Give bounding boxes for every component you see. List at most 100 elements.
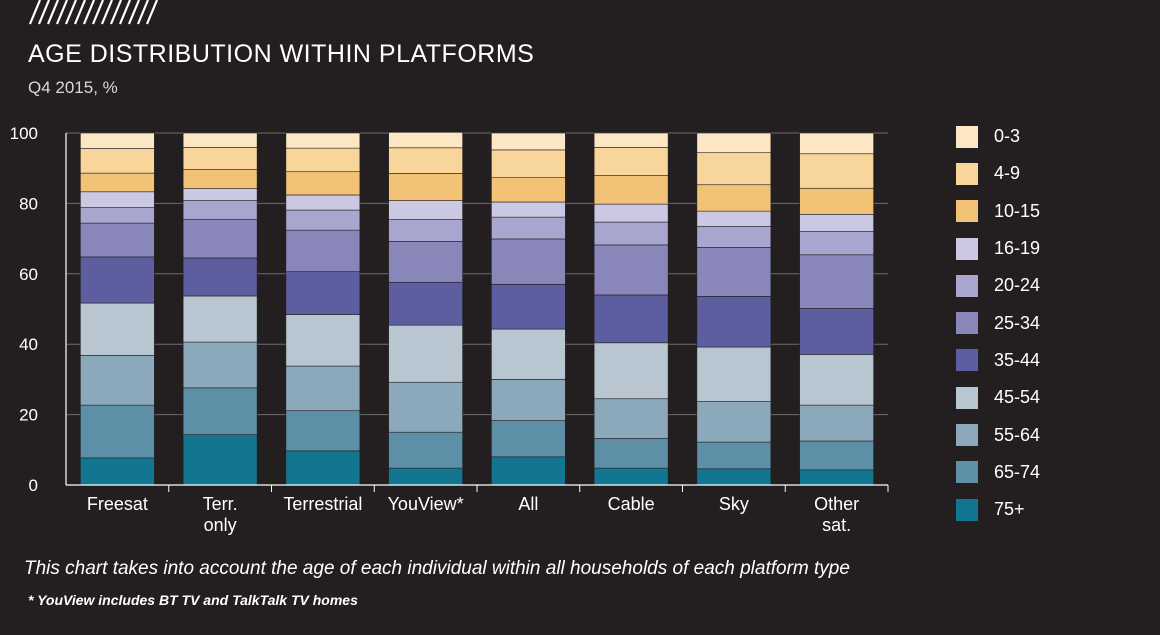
bar-segment xyxy=(491,132,566,151)
bar-segment xyxy=(80,355,155,406)
legend-swatch xyxy=(956,498,978,521)
y-tick-label: 80 xyxy=(19,194,38,213)
legend-item: 25-34 xyxy=(956,304,1040,341)
bar-segment xyxy=(388,324,463,383)
bar-segment xyxy=(285,171,361,196)
bar-segment xyxy=(285,147,361,173)
legend-label: 10-15 xyxy=(994,200,1041,221)
bar-segment xyxy=(388,131,463,149)
legend-swatch xyxy=(956,461,978,484)
bar-segment xyxy=(491,149,566,179)
bar-segment xyxy=(182,218,258,259)
bar-segment xyxy=(491,238,566,285)
bar-segment xyxy=(593,398,669,439)
bar-segment xyxy=(388,147,463,174)
bar-segment xyxy=(799,469,874,486)
bar-segment xyxy=(593,203,669,223)
x-tick-label: Other xyxy=(814,494,859,514)
bar-segment xyxy=(696,210,772,227)
bar-segment xyxy=(799,404,874,442)
bar-segment xyxy=(799,231,874,256)
bar-segment xyxy=(80,148,155,174)
legend-swatch xyxy=(956,237,978,260)
bar-segment xyxy=(80,256,155,304)
legend-swatch xyxy=(956,200,978,223)
legend-label: 35-44 xyxy=(994,349,1041,370)
y-tick-label: 0 xyxy=(29,476,38,495)
bar-segment xyxy=(182,132,258,148)
bar-segment xyxy=(593,294,669,344)
bar-segment xyxy=(182,169,258,189)
legend-item: 20-24 xyxy=(956,267,1040,304)
legend-item: 65-74 xyxy=(956,454,1040,491)
x-tick-label: Terr. xyxy=(203,494,238,514)
bar-segment xyxy=(593,438,669,469)
bar-segment xyxy=(491,379,566,421)
bar-segment xyxy=(491,201,566,218)
bar-segment xyxy=(491,177,566,203)
legend-item: 75+ xyxy=(956,491,1040,528)
x-tick-label: sat. xyxy=(822,515,851,535)
bar-segment xyxy=(182,147,258,170)
x-tick-label: only xyxy=(204,515,237,535)
x-tick-label: YouView* xyxy=(388,494,464,514)
bar-segment xyxy=(696,468,772,486)
bar-segment xyxy=(182,295,258,343)
bar-segment xyxy=(696,132,772,154)
bar-segment xyxy=(799,307,874,355)
chart-footnote: * YouView includes BT TV and TalkTalk TV… xyxy=(28,592,358,608)
bar-segment xyxy=(80,132,155,149)
bar-segment xyxy=(799,440,874,471)
legend-label: 65-74 xyxy=(994,461,1041,482)
bar-segment xyxy=(799,354,874,406)
legend-item: 45-54 xyxy=(956,379,1040,416)
y-tick-label: 20 xyxy=(19,406,38,425)
y-tick-label: 40 xyxy=(19,335,38,354)
y-tick-label: 60 xyxy=(19,265,38,284)
bar-segment xyxy=(285,209,361,231)
chart-title: AGE DISTRIBUTION WITHIN PLATFORMS xyxy=(28,40,535,68)
bar-segment xyxy=(593,147,669,176)
legend-swatch xyxy=(956,424,978,447)
bar-segment xyxy=(491,284,566,330)
legend-label: 25-34 xyxy=(994,312,1041,333)
bar-segment xyxy=(799,254,874,309)
bar-segment xyxy=(593,342,669,400)
bar-segment xyxy=(285,132,361,149)
legend-label: 4-9 xyxy=(994,163,1021,184)
bar-segment xyxy=(593,132,669,148)
bar-segment xyxy=(593,467,669,486)
bar-segment xyxy=(80,172,155,193)
bar-segment xyxy=(80,191,155,208)
bar-segment xyxy=(696,441,772,470)
bar-segment xyxy=(182,434,258,486)
bar-segment xyxy=(799,187,874,215)
bar-segment xyxy=(491,456,566,486)
bar-segment xyxy=(388,219,463,242)
bar-segment xyxy=(799,214,874,232)
bar-segment xyxy=(285,314,361,367)
legend-swatch xyxy=(956,349,978,372)
bar-segment xyxy=(593,175,669,205)
legend-label: 16-19 xyxy=(994,238,1041,259)
bar-segment xyxy=(491,420,566,458)
bar-segment xyxy=(696,401,772,443)
bar-segment xyxy=(593,244,669,296)
y-tick-label: 100 xyxy=(10,124,38,143)
bar-segment xyxy=(491,216,566,240)
bar-segment xyxy=(696,184,772,212)
bar-segment xyxy=(285,365,361,412)
bar-segment xyxy=(491,328,566,380)
legend-item: 4-9 xyxy=(956,155,1040,192)
stacked-bar-chart: 0 20 40 60 80 100 Freesat Terr.only Terrestrial Y… xyxy=(10,124,889,535)
legend-label: 55-64 xyxy=(994,424,1041,445)
bar-segment xyxy=(285,450,361,486)
bar-segment xyxy=(388,173,463,201)
legend-item: 16-19 xyxy=(956,230,1040,267)
chart-subtitle: Q4 2015, % xyxy=(28,78,118,97)
chart-note: This chart takes into account the age of… xyxy=(24,558,850,579)
legend-swatch xyxy=(956,386,978,409)
legend-item: 35-44 xyxy=(956,342,1040,379)
bar-segment xyxy=(285,271,361,315)
bar-segment xyxy=(696,296,772,348)
